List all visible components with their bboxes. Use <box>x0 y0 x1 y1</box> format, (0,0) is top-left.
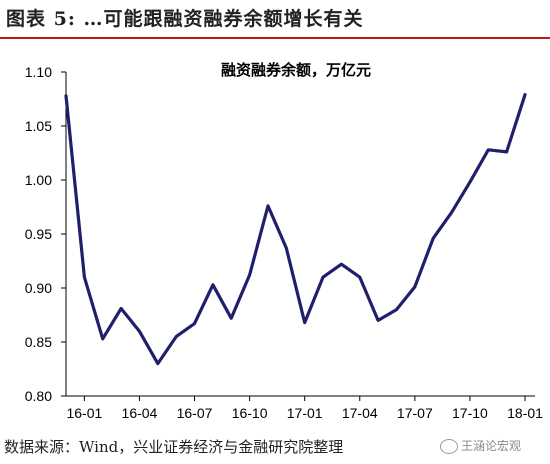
x-axis-ticks: 16-01 16-04 16-07 16-10 17-01 17-04 17-07 17-10… <box>66 396 543 421</box>
y-axis-ticks: 1.10 1.05 1.00 0.95 0.90 0.85 0.80 <box>25 64 66 404</box>
chart-title: 融资融券余额，万亿元 <box>221 61 371 79</box>
chart-axes <box>65 72 535 397</box>
title-divider <box>0 37 550 39</box>
x-tick-label: 17-04 <box>342 405 378 421</box>
y-tick-label: 0.80 <box>25 388 52 404</box>
x-tick-label: 16-07 <box>177 405 213 421</box>
y-tick-label: 1.00 <box>25 172 52 188</box>
y-tick-label: 1.10 <box>25 64 52 80</box>
y-tick-label: 0.90 <box>25 280 52 296</box>
y-tick-label: 0.85 <box>25 334 52 350</box>
watermark: 王涵论宏观 <box>440 437 521 454</box>
data-source-note: 数据来源：Wind，兴业证券经济与金融研究院整理 <box>4 438 344 456</box>
wechat-icon <box>440 439 458 454</box>
x-tick-label: 16-01 <box>66 405 102 421</box>
x-tick-label: 16-10 <box>232 405 268 421</box>
y-tick-label: 1.05 <box>25 118 52 134</box>
x-tick-label: 18-01 <box>507 405 543 421</box>
series-line <box>64 93 527 366</box>
y-tick-label: 0.95 <box>25 226 52 242</box>
figure-title: 图表 5: …可能跟融资融券余额增长有关 <box>6 8 364 30</box>
x-tick-label: 17-01 <box>287 405 323 421</box>
watermark-text: 王涵论宏观 <box>461 439 522 453</box>
x-tick-label: 17-07 <box>397 405 433 421</box>
x-tick-label: 17-10 <box>452 405 488 421</box>
x-tick-label: 16-04 <box>122 405 158 421</box>
series-group <box>64 93 527 366</box>
